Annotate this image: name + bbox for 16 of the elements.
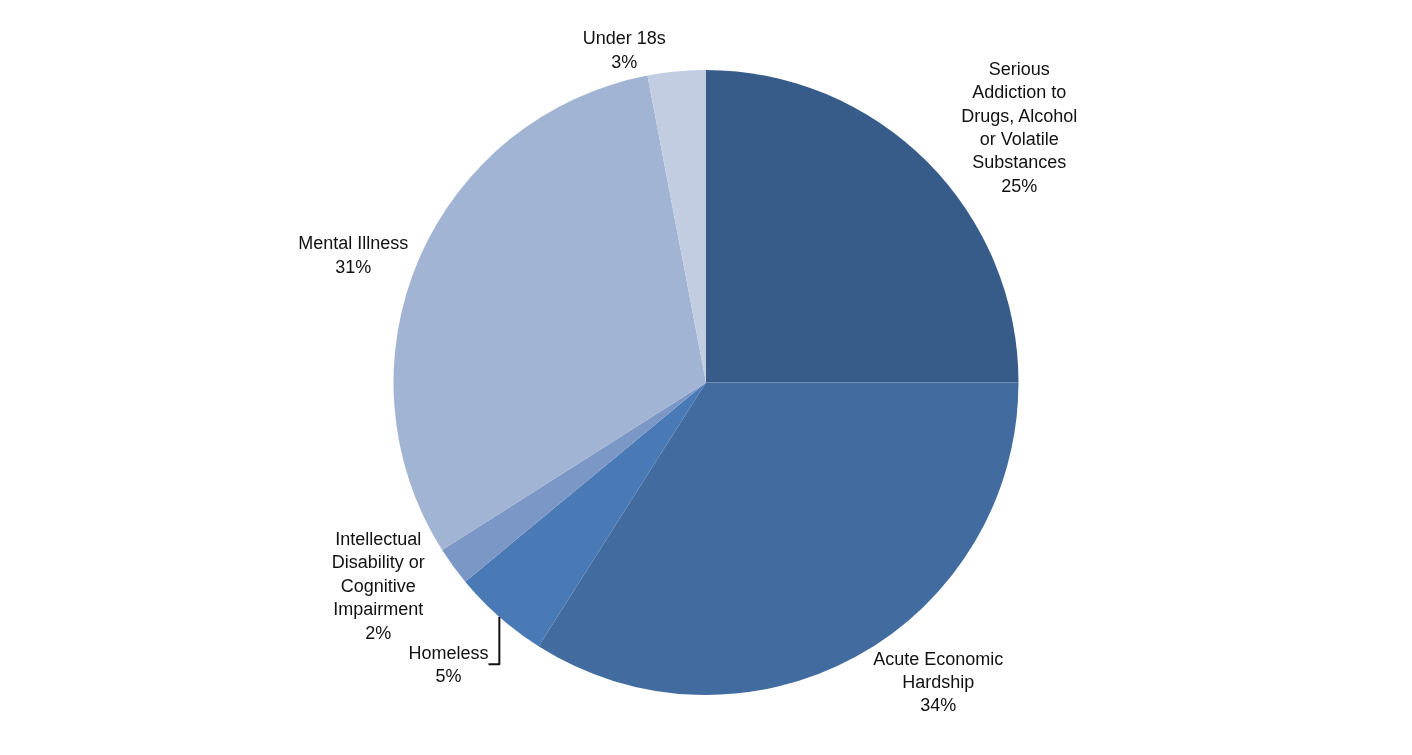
data-label: 5%: [435, 666, 462, 687]
pie-slice: [442, 382, 706, 582]
pie-slice: [465, 382, 706, 647]
slice-label: Serious Addiction to Drugs, Alcohol or Volatile Substances: [961, 58, 1078, 173]
slice-label: Homeless: [408, 642, 489, 663]
data-label: 31%: [335, 256, 372, 277]
data-label: 25%: [1001, 175, 1038, 196]
slice-label: Intellectual Disability or Cognitive Impairment: [331, 529, 425, 620]
data-label: 2%: [365, 622, 392, 643]
pie-slice: [647, 70, 706, 383]
data-label: 3%: [611, 51, 638, 72]
pie-slice: [538, 382, 1019, 695]
slice-label: Under 18s: [582, 28, 666, 49]
data-label: 34%: [920, 695, 957, 716]
slice-label: Acute Economic Hardship: [873, 648, 1004, 692]
slice-label: Mental Illness: [298, 233, 409, 254]
